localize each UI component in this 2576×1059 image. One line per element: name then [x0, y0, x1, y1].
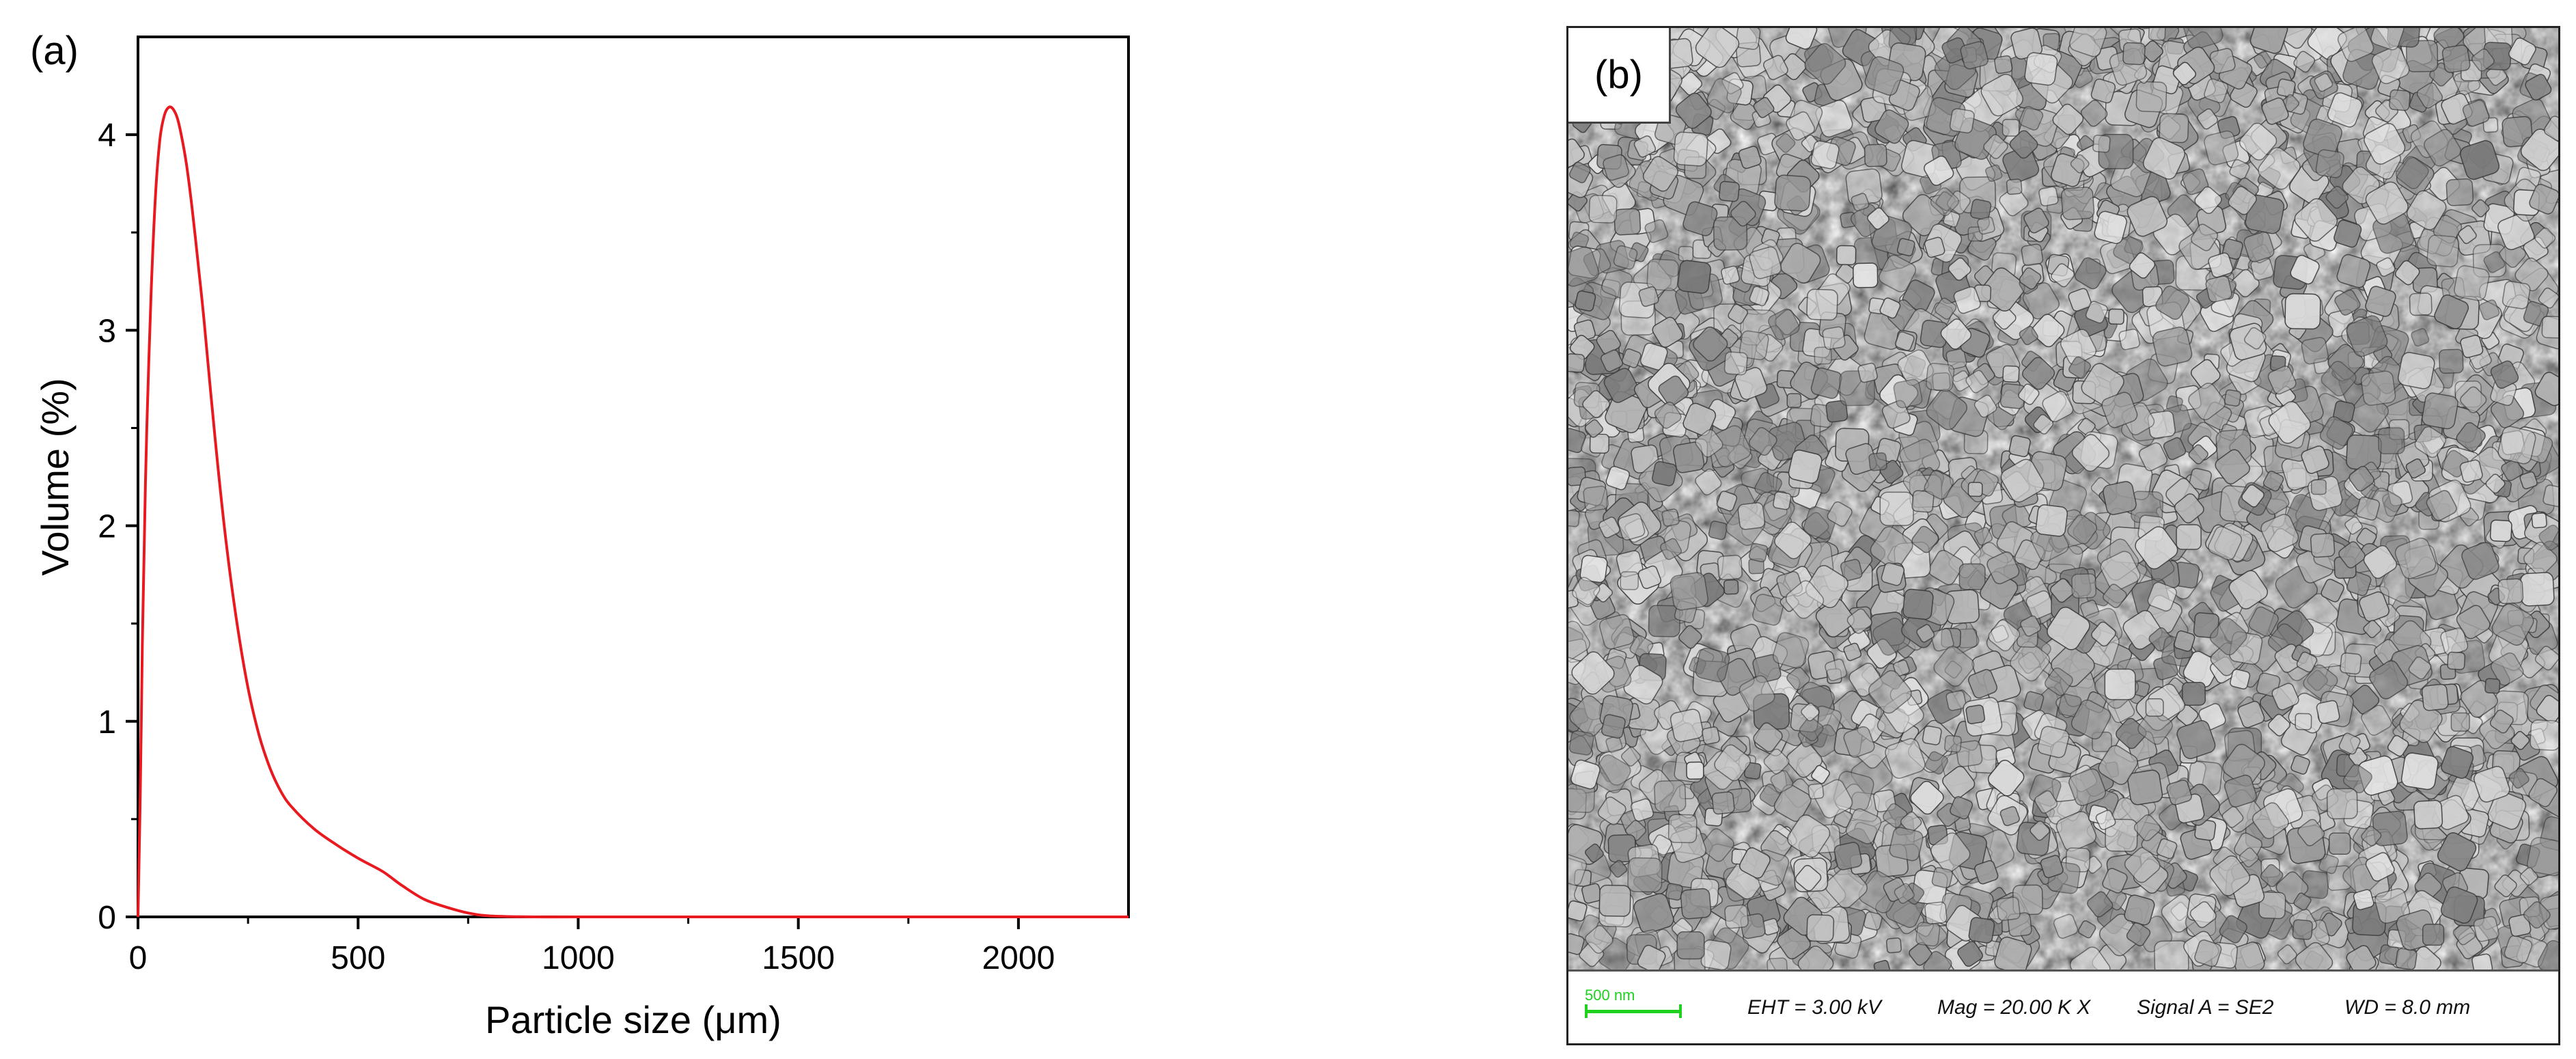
x-tick-label-1000: 1000: [542, 940, 615, 976]
x-tick-label-500: 500: [331, 940, 385, 976]
magnification-readout: Mag = 20.00 K X: [1937, 996, 2091, 1019]
scale-bar-tick-left: [1585, 1004, 1588, 1018]
sem-micrograph-image: [1568, 28, 2558, 969]
y-axis-label: Volume (%): [33, 378, 77, 575]
x-tick-label-2000: 2000: [982, 940, 1055, 976]
plot-frame: [137, 36, 1130, 918]
y-tick-label-3: 3: [98, 313, 116, 349]
y-tick-label-0: 0: [98, 900, 116, 936]
y-tick-label-4: 4: [98, 118, 116, 154]
scale-bar: [1585, 1010, 1682, 1013]
sem-databar: 500 nm EHT = 3.00 kV Mag = 20.00 K X Sig…: [1568, 969, 2558, 1043]
axis-layer: 0 500 1000 1500 2000 0 1 2 3 4: [98, 118, 1055, 976]
panel-b-label: (b): [1568, 28, 1671, 124]
scale-bar-tick-right: [1679, 1004, 1682, 1018]
x-tick-label-0: 0: [129, 940, 148, 976]
x-axis-label: Particle size (μm): [485, 998, 781, 1041]
scale-bar-label: 500 nm: [1585, 987, 1635, 1004]
series-line-volume: [137, 105, 1128, 919]
x-tick-label-1500: 1500: [762, 940, 835, 976]
sem-micrograph-panel: (b) 500 nm EHT = 3.00 kV Mag = 20.00 K X…: [1566, 26, 2560, 1045]
panel-a-label: (a): [30, 29, 79, 73]
eht-readout: EHT = 3.00 kV: [1747, 996, 1881, 1019]
y-tick-label-1: 1: [98, 704, 116, 741]
working-distance-readout: WD = 8.0 mm: [2344, 996, 2471, 1019]
signal-readout: Signal A = SE2: [2137, 996, 2274, 1019]
y-tick-label-2: 2: [98, 509, 116, 545]
panel-a-chart: (a) 0 500 1000 1500 2000 0 1 2 3 4 Particle size …: [30, 29, 1130, 1041]
